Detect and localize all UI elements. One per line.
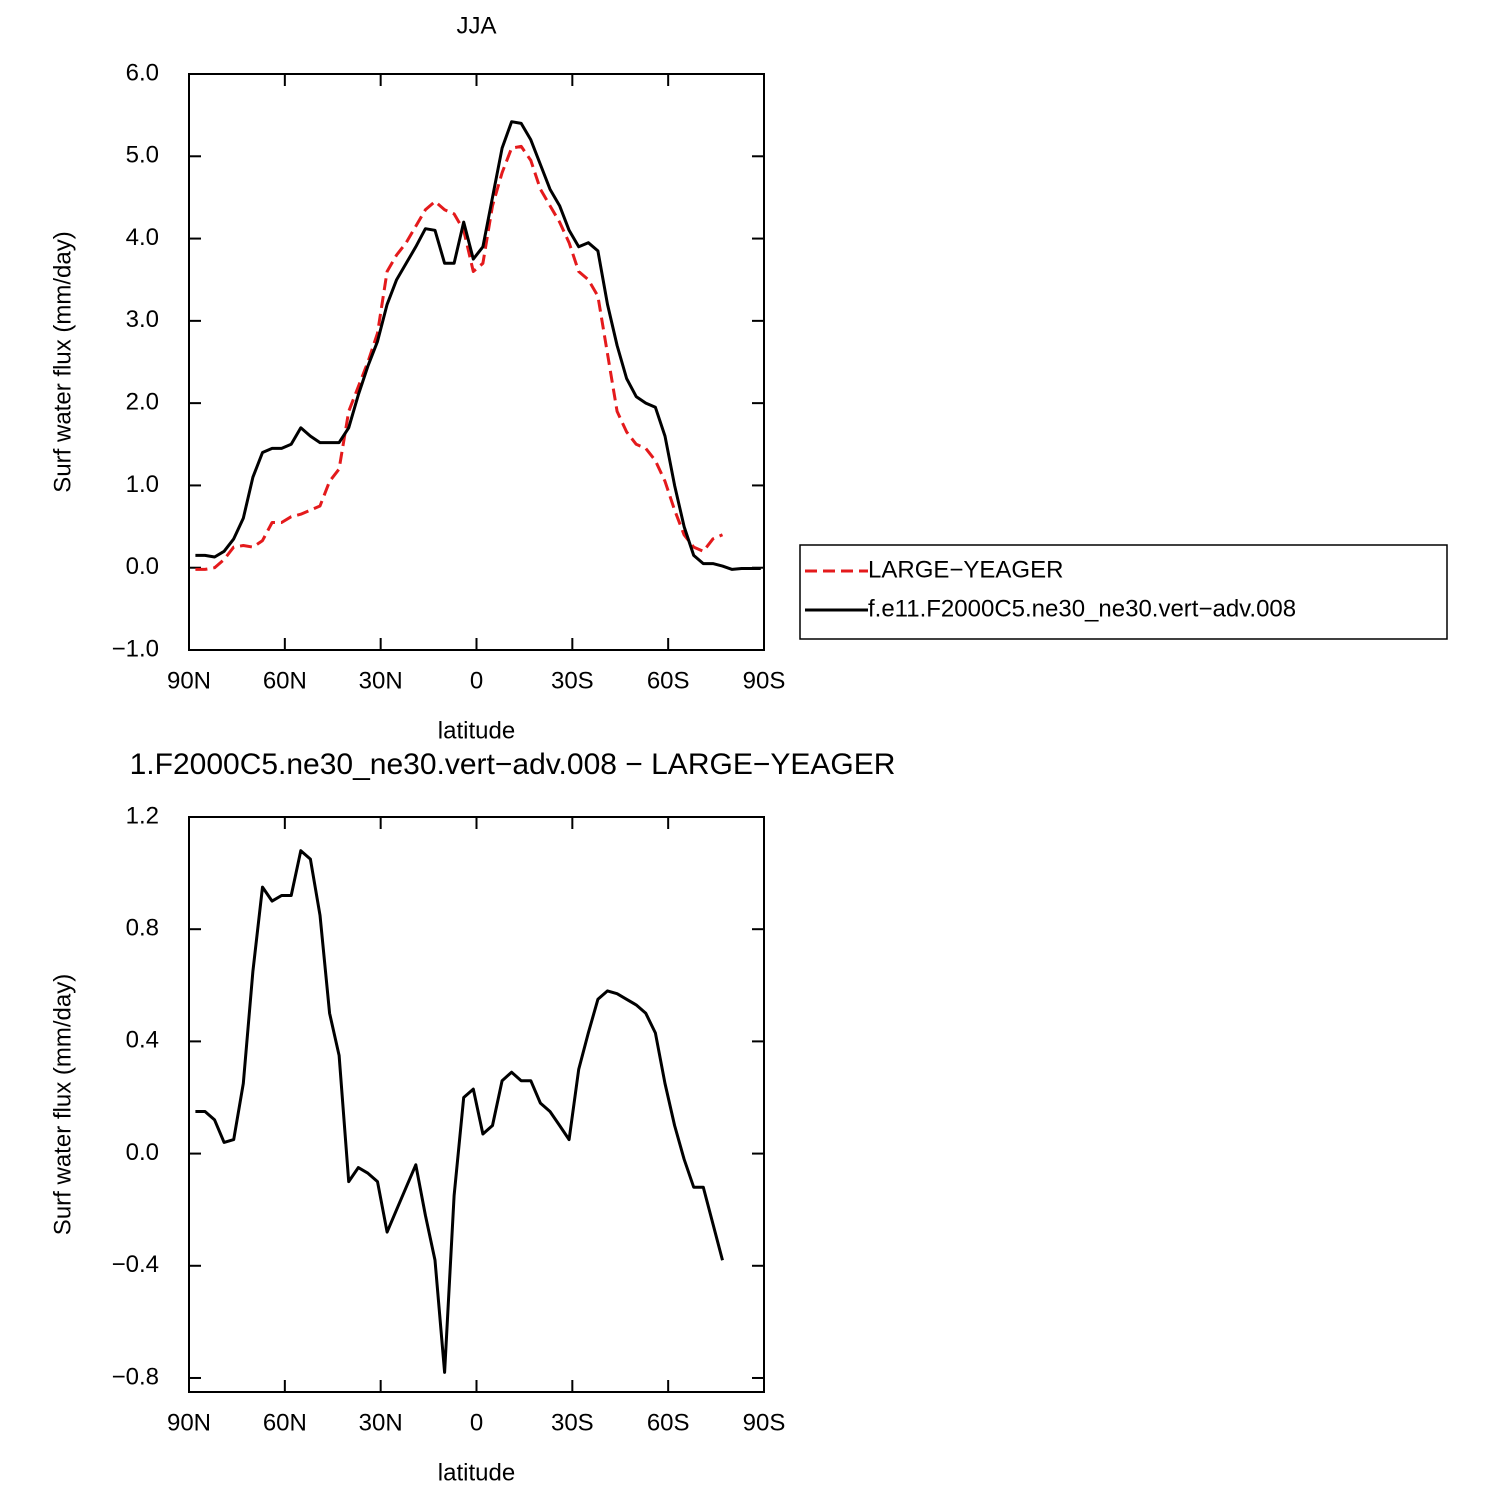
x-tick-label: 60N (263, 667, 307, 694)
legend-box (799, 544, 1448, 640)
legend-label: f.e11.F2000C5.ne30_ne30.vert−adv.008 (868, 595, 1296, 622)
y-tick-label: 5.0 (126, 142, 159, 169)
y-tick-label: 0.8 (126, 915, 159, 942)
x-tick-label: 90S (743, 667, 786, 694)
y-tick-label: −0.4 (112, 1251, 159, 1278)
chart-title: JJA (456, 12, 496, 39)
data-line (195, 849, 724, 1374)
y-tick-label: 0.4 (126, 1027, 159, 1054)
y-axis-label: Surf water flux (mm/day) (49, 231, 76, 492)
y-axis-label: Surf water flux (mm/day) (49, 974, 76, 1235)
y-tick-label: 3.0 (126, 306, 159, 333)
x-tick-label: 0 (470, 667, 483, 694)
data-line (195, 120, 761, 571)
data-line (195, 144, 724, 571)
legend-label: LARGE−YEAGER (868, 556, 1063, 583)
x-tick-label: 60S (647, 1409, 690, 1436)
x-tick-label: 90S (743, 1409, 786, 1436)
y-tick-label: −1.0 (112, 635, 159, 662)
x-axis-label: latitude (438, 717, 515, 744)
x-axis-label: latitude (438, 1459, 515, 1486)
chart-title: 1.F2000C5.ne30_ne30.vert−adv.008 − LARGE… (130, 748, 896, 781)
y-tick-label: 0.0 (126, 1139, 159, 1166)
x-tick-label: 0 (470, 1409, 483, 1436)
x-tick-label: 90N (167, 1409, 211, 1436)
x-tick-label: 30S (551, 667, 594, 694)
y-tick-label: −0.8 (112, 1363, 159, 1390)
y-tick-label: 2.0 (126, 388, 159, 415)
y-tick-label: 1.0 (126, 471, 159, 498)
y-tick-label: 4.0 (126, 224, 159, 251)
y-tick-label: 6.0 (126, 59, 159, 86)
x-tick-label: 90N (167, 667, 211, 694)
y-tick-label: 0.0 (126, 553, 159, 580)
plot-frame (188, 73, 765, 651)
x-tick-label: 30S (551, 1409, 594, 1436)
x-tick-label: 30N (359, 667, 403, 694)
x-tick-label: 30N (359, 1409, 403, 1436)
y-tick-label: 1.2 (126, 802, 159, 829)
x-tick-label: 60N (263, 1409, 307, 1436)
x-tick-label: 60S (647, 667, 690, 694)
